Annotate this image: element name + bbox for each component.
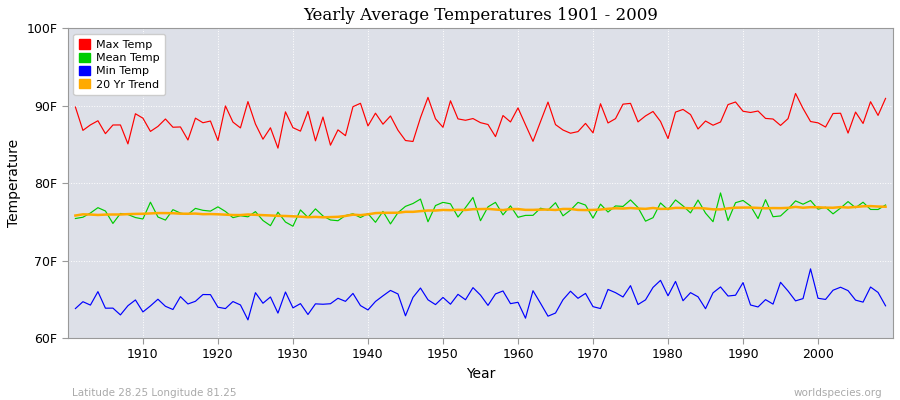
Legend: Max Temp, Mean Temp, Min Temp, 20 Yr Trend: Max Temp, Mean Temp, Min Temp, 20 Yr Tre… (74, 34, 165, 95)
Y-axis label: Temperature: Temperature (7, 139, 21, 227)
Text: Latitude 28.25 Longitude 81.25: Latitude 28.25 Longitude 81.25 (72, 388, 237, 398)
X-axis label: Year: Year (466, 367, 495, 381)
Text: worldspecies.org: worldspecies.org (794, 388, 882, 398)
Title: Yearly Average Temperatures 1901 - 2009: Yearly Average Temperatures 1901 - 2009 (303, 7, 658, 24)
